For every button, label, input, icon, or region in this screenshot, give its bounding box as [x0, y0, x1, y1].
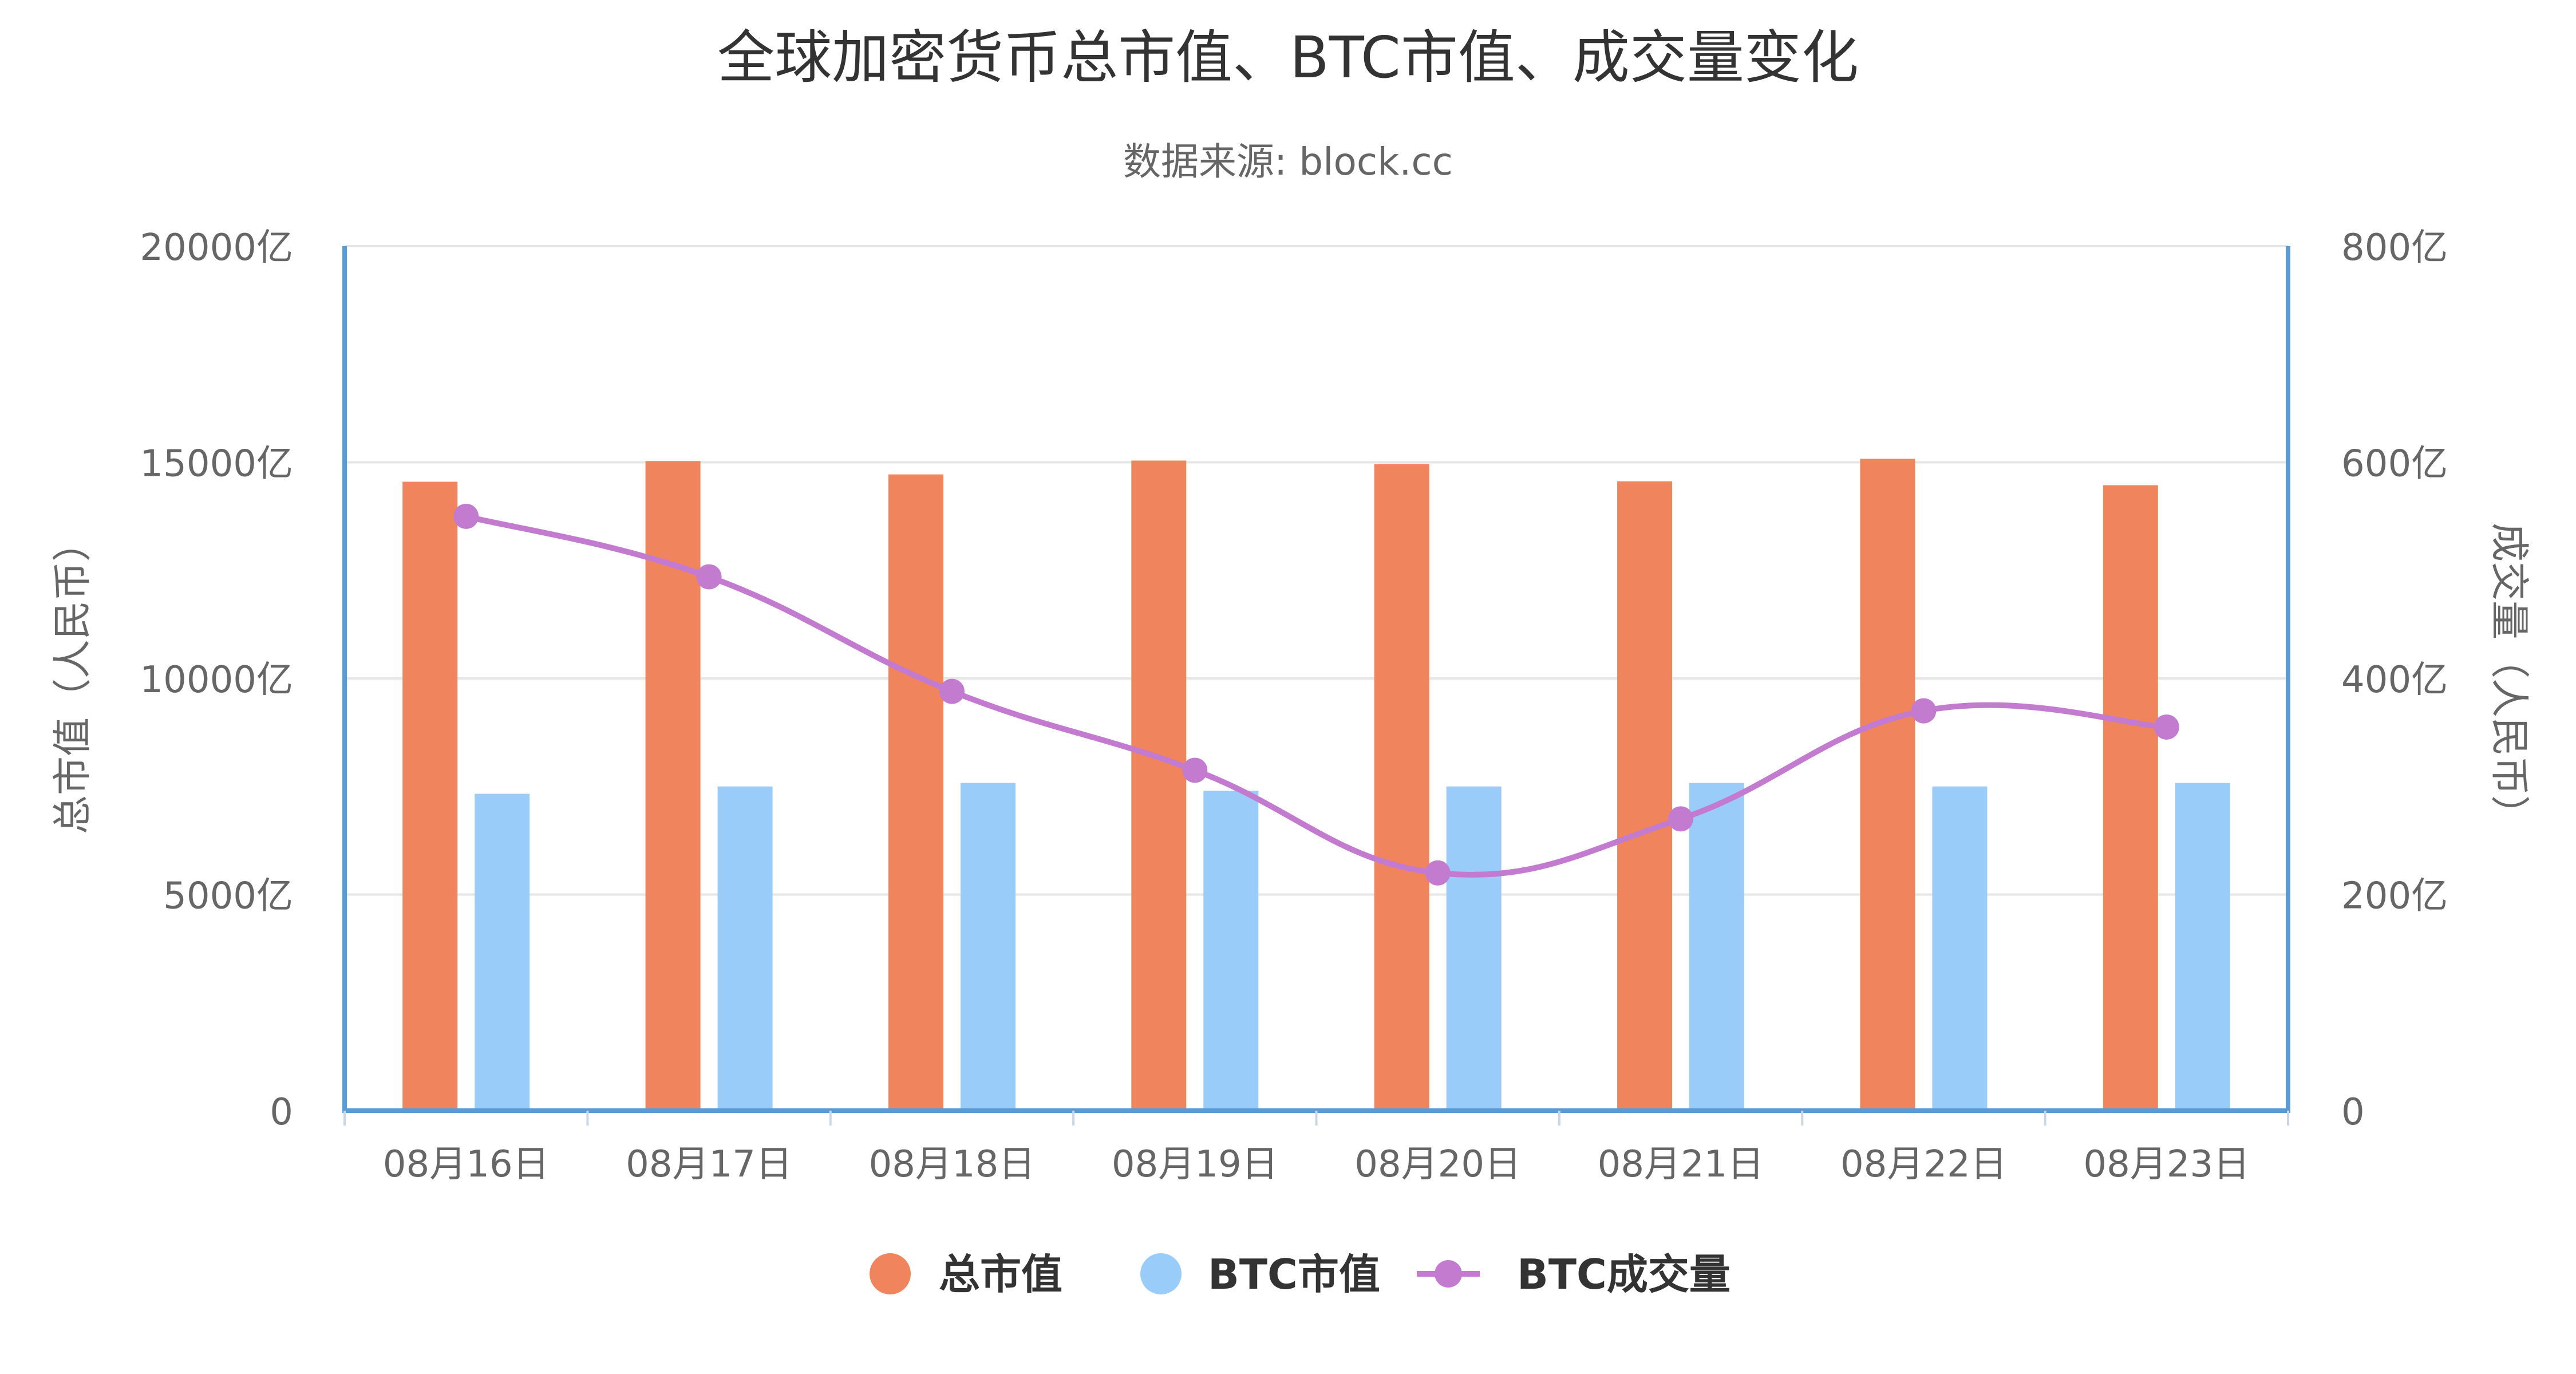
y-left-axis-title: 总市值（人民币） — [50, 523, 96, 834]
btc-volume-point — [696, 564, 722, 590]
btc-volume-point — [1425, 860, 1451, 886]
y-left-tick-label: 10000亿 — [140, 659, 293, 701]
chart-subtitle: 数据来源: block.cc — [1123, 140, 1453, 184]
x-tick-label: 08月18日 — [869, 1143, 1036, 1186]
legend-swatch-total-cap[interactable] — [870, 1253, 911, 1294]
btc-cap-bar — [475, 793, 530, 1111]
btc-cap-bar — [717, 786, 773, 1111]
total-cap-bar — [1374, 464, 1429, 1111]
y-left-tick-label: 15000亿 — [140, 443, 293, 485]
total-cap-bar — [888, 474, 943, 1111]
btc-volume-point — [939, 678, 965, 704]
y-right-tick-label: 800亿 — [2341, 227, 2448, 269]
x-tick-label: 08月22日 — [1840, 1143, 2007, 1186]
x-tick-label: 08月16日 — [383, 1143, 550, 1186]
btc-cap-bar — [1203, 791, 1259, 1111]
y-right-axis-title: 成交量（人民币） — [2486, 523, 2531, 834]
x-tick-label: 08月19日 — [1112, 1143, 1278, 1186]
chart-title: 全球加密货币总市值、BTC市值、成交量变化 — [717, 24, 1859, 91]
btc-cap-bar — [960, 783, 1016, 1111]
btc-volume-point — [2154, 714, 2179, 740]
y-right-tick-label: 200亿 — [2341, 875, 2448, 918]
total-cap-bar — [1617, 481, 1673, 1111]
legend-label[interactable]: BTC市值 — [1208, 1250, 1380, 1298]
x-tick-label: 08月20日 — [1354, 1143, 1521, 1186]
y-right-tick-label: 0 — [2341, 1091, 2365, 1134]
legend-label[interactable]: 总市值 — [939, 1250, 1062, 1298]
x-tick-label: 08月23日 — [2083, 1143, 2250, 1186]
y-right-tick-label: 600亿 — [2341, 443, 2448, 485]
btc-cap-bar — [2175, 783, 2230, 1111]
legend-label[interactable]: BTC成交量 — [1517, 1250, 1730, 1298]
x-tick-label: 08月21日 — [1598, 1143, 1764, 1186]
btc-volume-line — [463, 513, 2170, 878]
btc-volume-point — [1182, 757, 1208, 783]
x-tick-label: 08月17日 — [626, 1143, 792, 1186]
y-left-tick-label: 20000亿 — [140, 227, 293, 269]
total-cap-bar — [1860, 459, 1915, 1111]
btc-cap-bar — [1446, 786, 1502, 1111]
btc-cap-bar — [1689, 783, 1745, 1111]
total-cap-bar — [1131, 460, 1187, 1111]
legend-swatch-btc-cap[interactable] — [1140, 1253, 1182, 1294]
btc-cap-bar — [1932, 786, 1988, 1111]
btc-volume-point — [1668, 806, 1694, 832]
y-left-tick-label: 0 — [270, 1091, 293, 1134]
legend-swatch-marker[interactable] — [1435, 1260, 1462, 1288]
btc-volume-point — [453, 503, 479, 529]
y-left-tick-label: 5000亿 — [163, 875, 293, 918]
total-cap-bar — [402, 481, 458, 1111]
btc-volume-point — [1911, 698, 1937, 724]
y-right-tick-label: 400亿 — [2341, 659, 2448, 701]
total-cap-bar — [2103, 485, 2158, 1111]
